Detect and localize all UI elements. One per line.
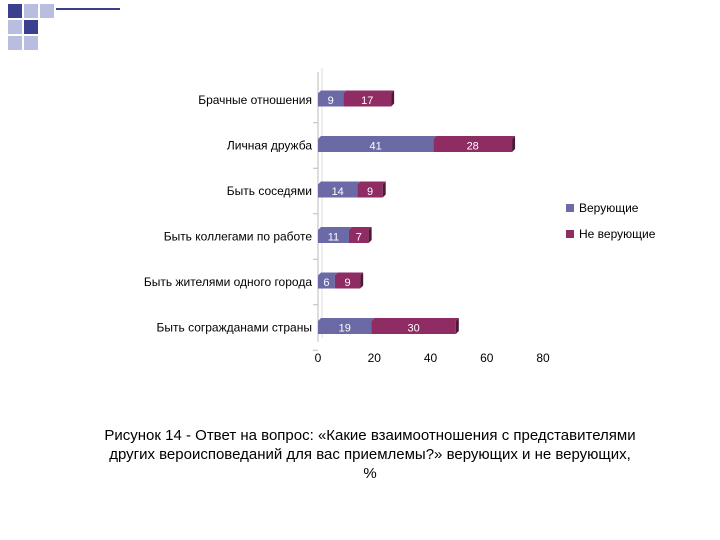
bar-top-face xyxy=(348,227,372,230)
bar-side-face xyxy=(382,181,386,198)
bar-top-face xyxy=(318,318,375,321)
data-label: 9 xyxy=(328,95,334,107)
data-label: 28 xyxy=(467,141,479,153)
category-label: Быть жителями одного города xyxy=(144,275,312,289)
corner-decoration xyxy=(0,0,120,50)
bar-side-face xyxy=(512,136,516,152)
category-label: Личная дружба xyxy=(227,139,312,153)
bar-top-face xyxy=(318,136,437,139)
deco-square xyxy=(8,4,22,18)
bar-segment xyxy=(318,230,349,243)
bar-top-face xyxy=(371,318,459,321)
x-tick-label: 60 xyxy=(480,351,494,365)
bar-segment xyxy=(318,139,434,152)
chart-area: Брачные отношения 9 17 Личная дружба 41 28 Быт… xyxy=(144,68,550,365)
bar-top-face xyxy=(343,90,395,94)
legend-label-believers: Верующие xyxy=(579,201,639,215)
bar-side-face xyxy=(391,90,395,107)
x-tick-label: 80 xyxy=(536,351,550,365)
deco-square xyxy=(40,4,54,18)
deco-line xyxy=(56,8,120,10)
data-label: 9 xyxy=(367,186,373,198)
legend-swatch-nonbelievers xyxy=(566,230,574,238)
deco-square xyxy=(24,36,38,50)
bar-segment xyxy=(433,139,513,152)
data-label: 41 xyxy=(370,141,382,153)
data-label: 9 xyxy=(344,277,350,289)
deco-square xyxy=(24,20,38,34)
legend-label-nonbelievers: Не верующие xyxy=(579,227,656,241)
bar-segment xyxy=(318,321,372,334)
bar-segment xyxy=(318,93,344,107)
bar-segment xyxy=(343,93,392,107)
bar-side-face xyxy=(360,272,364,289)
data-label: 17 xyxy=(361,95,373,107)
category-label: Быть коллегами по работе xyxy=(164,230,313,244)
deco-square xyxy=(8,20,22,34)
data-label: 11 xyxy=(328,232,339,244)
bar-top-face xyxy=(318,181,361,185)
caption-line: Рисунок 14 - Ответ на вопрос: «Какие вза… xyxy=(104,427,636,444)
bar-segment xyxy=(318,184,358,198)
bar-top-face xyxy=(318,272,338,276)
data-label: 14 xyxy=(332,186,344,198)
figure-caption: Рисунок 14 - Ответ на вопрос: «Какие вза… xyxy=(40,426,700,483)
bar-segment xyxy=(334,275,361,289)
caption-line: % xyxy=(363,465,377,482)
data-label: 19 xyxy=(339,323,351,335)
category-label: Быть согражданами страны xyxy=(156,321,312,335)
x-tick-label: 40 xyxy=(424,351,438,365)
data-label: 6 xyxy=(323,277,329,289)
legend-item-nonbelievers: Не верующие xyxy=(566,224,655,244)
bar-segment xyxy=(348,230,369,243)
legend-swatch-believers xyxy=(566,204,574,212)
bar-segment xyxy=(371,321,456,334)
category-label: Быть соседями xyxy=(227,184,312,198)
legend-item-believers: Верующие xyxy=(566,198,655,218)
bar-top-face xyxy=(334,272,364,276)
deco-square xyxy=(24,4,38,18)
data-label: 30 xyxy=(408,323,420,335)
deco-square xyxy=(8,36,22,50)
x-tick-label: 20 xyxy=(368,351,382,365)
chart-legend: Верующие Не верующие xyxy=(566,198,655,250)
caption-line: других вероисповеданий для вас приемлемы… xyxy=(109,446,631,463)
bar-side-face xyxy=(455,318,459,334)
bar-top-face xyxy=(357,181,386,185)
data-label: 7 xyxy=(356,232,362,244)
bar-segment xyxy=(318,275,335,289)
x-tick-label: 0 xyxy=(315,351,322,365)
bar-top-face xyxy=(318,90,347,94)
bar-top-face xyxy=(318,227,352,230)
bar-top-face xyxy=(433,136,516,139)
category-label: Брачные отношения xyxy=(198,93,312,107)
bar-segment xyxy=(357,184,383,198)
bar-side-face xyxy=(368,227,372,243)
stacked-bar-chart: Брачные отношения 9 17 Личная дружба 41 28 Быт… xyxy=(144,68,550,365)
